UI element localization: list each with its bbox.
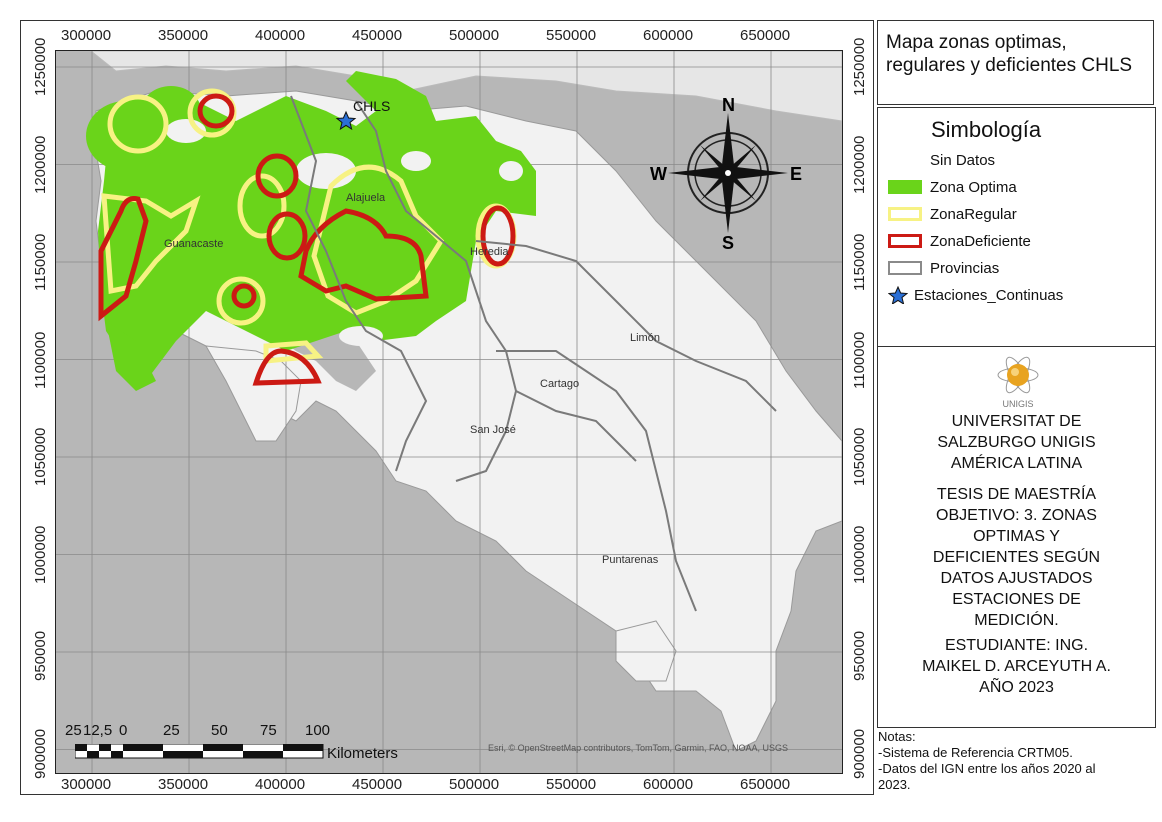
y-tick-label: 1250000 [851,37,868,96]
zona-deficiente [98,93,516,386]
station-label: CHLS [353,98,390,114]
y-tick-label: 1000000 [851,525,868,584]
label-guanacaste: Guanacaste [164,238,223,250]
label-heredia: Heredia [470,246,509,258]
y-tick-label: 1100000 [32,331,49,389]
land-nicaragua [90,51,842,122]
legend-item-provincias: Provincias [888,259,999,277]
x-tick-label: 400000 [255,776,306,793]
label-puntarenas: Puntarenas [602,554,659,566]
x-tick-label: 500000 [449,27,500,44]
station-chls[interactable]: CHLS [335,98,390,131]
y-tick-label: 950000 [851,630,868,681]
star-icon [888,286,908,304]
legend-swatch-deficiente [888,234,922,248]
x-tick-label: 450000 [352,27,403,44]
x-tick-label: 300000 [61,776,112,793]
label-san-jose: San José [470,424,516,436]
y-tick-label: 1050000 [851,427,868,486]
thesis-text: TESIS DE MAESTRÍA OBJETIVO: 3. ZONAS OPT… [932,486,1101,629]
y-tick-label: 900000 [32,728,49,779]
compass-e: E [790,164,802,184]
legend-swatch-regular [888,207,922,221]
zona-optima [86,71,536,391]
scale-label-25a: 25 [65,722,82,739]
x-tick-label: 350000 [158,27,209,44]
scale-label-100: 100 [305,722,331,739]
y-tick-label: 1050000 [32,427,49,486]
legend-item-zona-regular: ZonaRegular [888,205,1017,223]
province-boundaries [290,95,777,612]
osa-peninsula [615,620,677,682]
map-title: Mapa zonas optimas, regulares y deficien… [886,32,1133,76]
x-tick-label: 550000 [546,27,597,44]
label-limon: Limón [630,332,660,344]
x-tick-label: 400000 [255,27,306,44]
legend-label: Sin Datos [930,151,996,169]
legend-label: Provincias [930,259,1000,277]
legend-label: ZonaRegular [930,205,1017,223]
x-tick-label: 500000 [449,776,500,793]
map-attribution: Esri, © OpenStreetMap contributors, TomT… [488,743,788,753]
y-tick-label: 1150000 [32,233,49,291]
logo-text: UNIGIS [1002,399,1033,409]
x-tick-label: 600000 [643,776,694,793]
compass-w: W [650,164,667,184]
info-panel: UNIGIS UNIVERSITAT DE SALZBURGO UNIGIS A… [877,346,1156,728]
y-tick-label: 1250000 [32,37,49,96]
scale-bar-graphic [75,744,324,759]
legend-label: Estaciones_Continuas [914,286,1064,304]
y-tick-label: 1200000 [851,135,868,194]
legend-panel: Simbología Sin Datos Zona Optima ZonaReg… [877,107,1156,349]
legend-item-zona-optima: Zona Optima [888,178,1017,196]
legend-item-zona-deficiente: ZonaDeficiente [888,232,1031,250]
legend-title: Simbología [931,117,1042,142]
compass-s: S [722,233,734,253]
x-tick-label: 350000 [158,776,209,793]
legend-item-estaciones: Estaciones_Continuas [888,286,1063,304]
x-tick-label: 450000 [352,776,403,793]
legend-swatch-provincias [888,261,922,275]
legend-label: Zona Optima [930,178,1017,196]
legend-item-sin-datos: Sin Datos [888,151,995,169]
y-tick-label: 950000 [32,630,49,681]
y-tick-label: 1100000 [851,331,868,389]
x-tick-label: 300000 [61,27,112,44]
scale-label-25: 25 [163,722,180,739]
scale-label-0: 0 [119,722,128,739]
notes: Notas: -Sistema de Referencia CRTM05. -D… [878,729,1096,792]
scale-unit: Kilometers [327,745,398,762]
map-title-panel: Mapa zonas optimas, regulares y deficien… [877,20,1154,105]
y-tick-label: 1000000 [32,525,49,584]
map-canvas[interactable]: Guanacaste Alajuela Heredia Limón Cartag… [55,50,843,774]
station-star-icon [335,110,357,131]
scale-label-75: 75 [260,722,277,739]
map-svg: Guanacaste Alajuela Heredia Limón Cartag… [56,51,842,773]
unigis-logo: UNIGIS [997,356,1039,409]
x-tick-label: 650000 [740,776,791,793]
y-tick-label: 1200000 [32,135,49,194]
y-tick-label: 900000 [851,728,868,779]
university-name: UNIVERSITAT DE SALZBURGO UNIGIS AMÉRICA … [937,413,1096,472]
label-alajuela: Alajuela [346,192,386,204]
legend-label: ZonaDeficiente [930,232,1031,250]
x-tick-label: 650000 [740,27,791,44]
label-cartago: Cartago [540,378,579,390]
scale-label-12-5: 12,5 [83,722,113,739]
x-tick-label: 600000 [643,27,694,44]
compass-rose-icon: N S E W [650,95,802,253]
x-tick-label: 550000 [546,776,597,793]
legend-swatch-none [888,153,922,167]
scale-label-50: 50 [211,722,228,739]
student-text: ESTUDIANTE: ING. MAIKEL D. ARCEYUTH A. A… [922,637,1111,696]
legend-swatch-optima [888,180,922,194]
y-tick-label: 1150000 [851,233,868,291]
compass-n: N [722,95,735,115]
